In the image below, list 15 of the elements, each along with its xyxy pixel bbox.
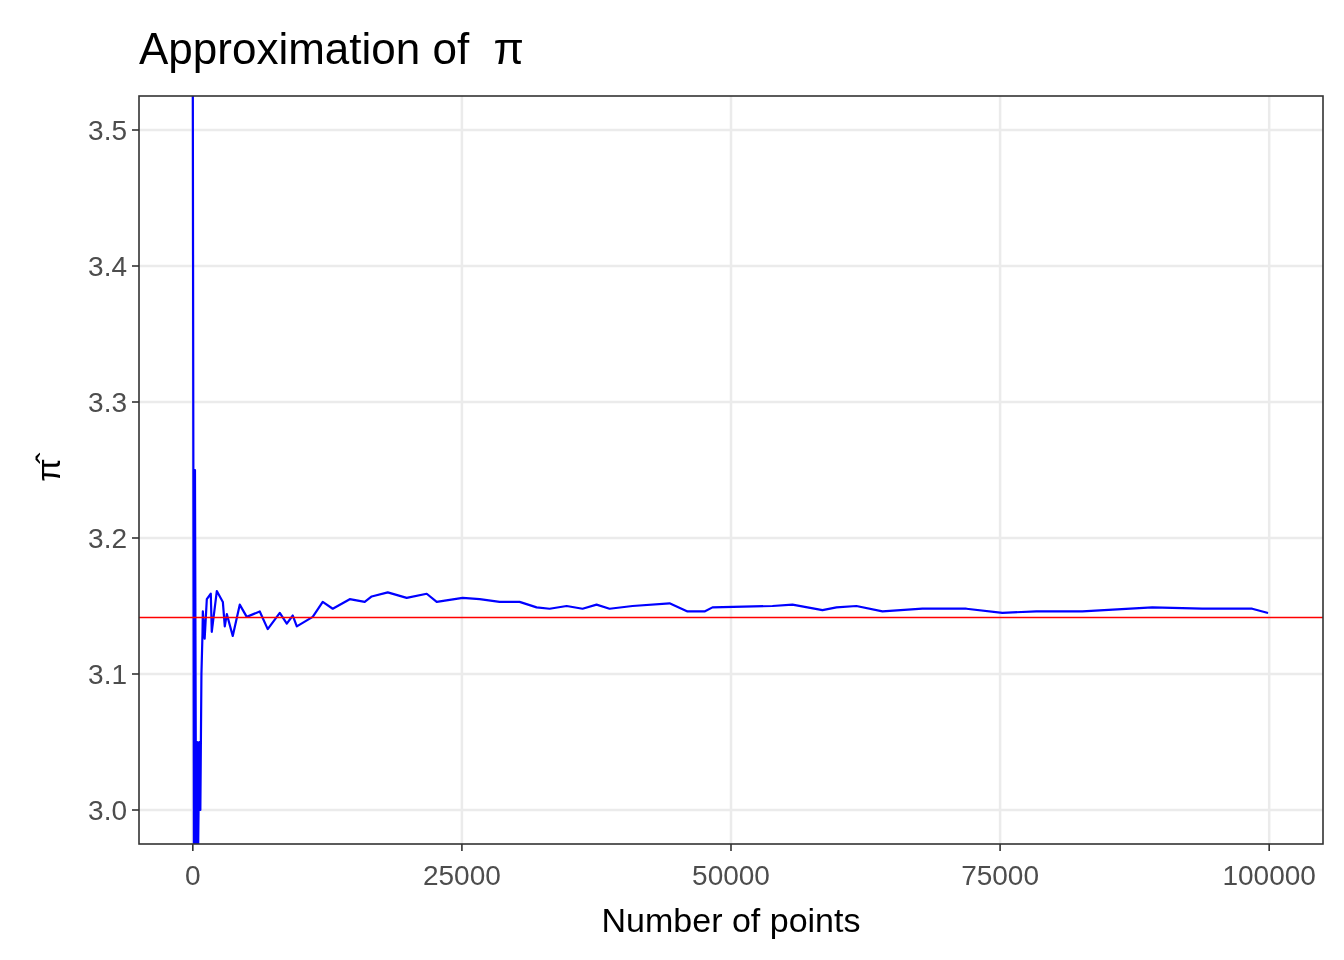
y-axis-title: π̂ bbox=[29, 452, 67, 482]
y-tick-label: 3.1 bbox=[88, 659, 127, 690]
x-axis-title: Number of points bbox=[601, 901, 861, 939]
x-tick-label: 25000 bbox=[422, 860, 501, 891]
chart-title: Approximation of π bbox=[139, 24, 524, 73]
x-tick-label: 100000 bbox=[1222, 860, 1316, 891]
x-tick-label: 0 bbox=[185, 860, 201, 891]
y-tick-label: 3.4 bbox=[88, 251, 127, 282]
x-tick-label: 75000 bbox=[961, 860, 1040, 891]
y-tick-label: 3.0 bbox=[88, 795, 127, 826]
y-tick-label: 3.3 bbox=[88, 387, 127, 418]
line-series bbox=[191, 96, 1269, 844]
x-tick-label: 50000 bbox=[692, 860, 770, 891]
y-tick-label: 3.5 bbox=[88, 115, 127, 146]
y-tick-label: 3.2 bbox=[88, 523, 127, 554]
